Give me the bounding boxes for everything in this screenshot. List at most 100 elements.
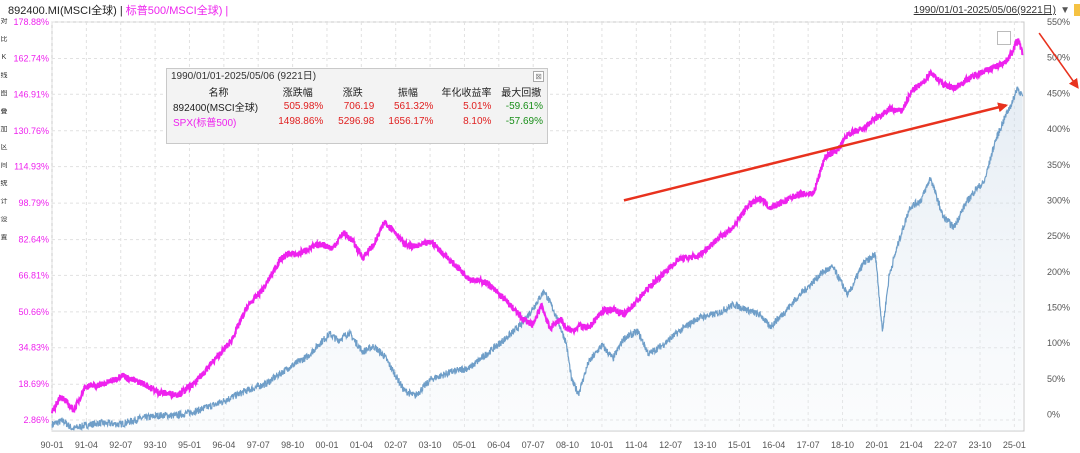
msci-series-line[interactable] [51, 85, 1024, 432]
y-right-tick-label: 150% [1047, 303, 1070, 313]
left-toolbar: 对比 K 线图叠加区间统计设置 [0, 0, 8, 453]
toolbar-button-9[interactable]: 统 [0, 180, 8, 187]
stats-caption: 1990/01/01-2025/05/06 (9221日) [171, 71, 317, 82]
x-tick-label: 11-04 [625, 440, 647, 450]
y-right-tick-label: 450% [1047, 88, 1070, 98]
y-left-tick-label: 2.86% [23, 415, 49, 425]
toolbar-button-3[interactable]: 线 [0, 72, 8, 79]
y-right-tick-label: 50% [1047, 374, 1065, 384]
x-tick-label: 92-07 [109, 440, 132, 450]
y-left-tick-label: 82.64% [18, 235, 49, 245]
x-tick-label: 18-10 [831, 440, 854, 450]
col-header-annual: 年化收益率 [441, 88, 492, 99]
y-right-tick-label: 100% [1047, 338, 1070, 348]
y-axis-left: 2.86% 18.69% 34.83% 50.66% 66.81% 82.64% 98.79… [13, 17, 49, 425]
row-annual: 8.10% [463, 116, 492, 127]
date-range-selector[interactable]: 1990/01/01-2025/05/06(9221日) [913, 5, 1056, 16]
header-trailing: | [222, 5, 229, 17]
col-header-chg-pct: 涨跌幅 [282, 88, 313, 99]
toolbar-button-11[interactable]: 设 [0, 216, 8, 223]
x-tick-label: 16-04 [762, 440, 785, 450]
series-title-msci[interactable]: 892400.MI(MSCI全球) [8, 5, 117, 17]
chart-header: 892400.MI(MSCI全球) | 标普500/MSCI全球) | [8, 2, 228, 20]
annotation-arrow [1038, 32, 1079, 89]
y-left-tick-label: 146.91% [13, 89, 49, 99]
y-left-tick-label: 18.69% [18, 379, 49, 389]
x-tick-label: 00-01 [315, 440, 338, 450]
y-left-tick-label: 50.66% [18, 307, 49, 317]
x-axis: 90-01 91-04 92-07 93-10 95-01 96-04 97-07 98-10… [40, 440, 1025, 450]
col-header-chg: 涨跌 [342, 88, 363, 99]
row-drawdown: -57.69% [505, 116, 543, 127]
y-right-tick-label: 200% [1047, 267, 1070, 277]
spx-series-line[interactable] [51, 37, 1024, 414]
msci-area-fill [52, 87, 1023, 432]
x-tick-label: 20-01 [865, 440, 888, 450]
x-tick-label: 98-10 [281, 440, 304, 450]
x-tick-label: 07-07 [522, 440, 545, 450]
x-tick-label: 12-07 [659, 440, 682, 450]
y-left-tick-label: 114.93% [14, 162, 49, 172]
y-right-tick-label: 300% [1047, 195, 1070, 205]
toolbar-button-5[interactable]: 叠 [0, 108, 8, 115]
x-tick-label: 90-01 [40, 440, 63, 450]
x-tick-label: 02-07 [384, 440, 407, 450]
y-left-tick-label: 178.88% [13, 17, 49, 27]
toolbar-button-6[interactable]: 加 [0, 126, 8, 133]
stats-table: 名称 涨跌幅 涨跌 振幅 年化收益率 最大回撤 892400(MSCI全球) 5… [169, 84, 547, 129]
table-row[interactable]: SPX(标普500) 1498.86% 5296.98 1656.17% 8.1… [169, 114, 547, 129]
series-title-spx[interactable]: 标普500/MSCI全球) [125, 5, 223, 17]
x-tick-label: 21-04 [900, 440, 923, 450]
row-drawdown: -59.61% [505, 101, 543, 112]
toolbar-button-2[interactable]: K [1, 54, 7, 61]
row-chg-pct: 1498.86% [278, 116, 324, 127]
row-chg: 706.19 [343, 101, 375, 112]
y-axis-right: 0% 50% 100% 150% 200% 250% 300% 350% 400% 450% 500… [1047, 17, 1070, 420]
row-chg: 5296.98 [338, 116, 375, 127]
row-name: SPX(标普500) [173, 118, 237, 129]
x-tick-label: 93-10 [144, 440, 167, 450]
row-amplitude: 1656.17% [388, 116, 434, 127]
annotation-arrows [623, 32, 1079, 202]
col-header-amplitude: 振幅 [397, 88, 418, 99]
toolbar-button-8[interactable]: 间 [0, 162, 8, 169]
x-tick-label: 97-07 [247, 440, 270, 450]
toolbar-button-1[interactable]: 比 [0, 36, 8, 43]
x-tick-label: 96-04 [212, 440, 235, 450]
toolbar-button-0[interactable]: 对 [0, 18, 8, 25]
toolbar-button-4[interactable]: 图 [0, 90, 8, 97]
y-right-tick-label: 550% [1047, 17, 1070, 27]
annotation-arrow [623, 102, 1009, 202]
y-right-tick-label: 250% [1047, 231, 1070, 241]
stats-panel: 1990/01/01-2025/05/06 (9221日) ⊠ 名称 涨跌幅 涨… [166, 68, 548, 144]
toolbar-button-12[interactable]: 置 [0, 234, 8, 241]
x-tick-label: 01-04 [350, 440, 373, 450]
header-separator: | [116, 5, 126, 17]
toolbar-button-10[interactable]: 计 [0, 198, 8, 205]
toolbar-button-7[interactable]: 区 [0, 144, 8, 151]
chevron-down-icon[interactable]: ▼ [1060, 5, 1070, 16]
x-tick-label: 91-04 [75, 440, 98, 450]
settings-icon[interactable] [1074, 4, 1080, 16]
y-right-tick-label: 500% [1047, 53, 1070, 63]
row-chg-pct: 505.98% [283, 101, 324, 112]
x-tick-label: 25-01 [1003, 440, 1026, 450]
y-left-tick-label: 34.83% [18, 343, 49, 353]
x-tick-label: 17-07 [797, 440, 820, 450]
y-left-tick-label: 66.81% [18, 270, 49, 280]
table-row[interactable]: 892400(MSCI全球) 505.98% 706.19 561.32% 5.… [169, 99, 547, 114]
y-right-tick-label: 350% [1047, 160, 1070, 170]
y-right-tick-label: 0% [1047, 410, 1060, 420]
x-tick-label: 13-10 [694, 440, 717, 450]
x-tick-label: 05-01 [453, 440, 476, 450]
x-tick-label: 23-10 [968, 440, 991, 450]
x-tick-label: 06-04 [487, 440, 510, 450]
row-annual: 5.01% [463, 101, 492, 112]
y-left-tick-label: 130.76% [13, 126, 49, 136]
col-header-drawdown: 最大回撤 [501, 88, 542, 99]
x-tick-label: 10-01 [590, 440, 613, 450]
zoom-toggle-icon[interactable] [997, 31, 1011, 45]
close-icon[interactable]: ⊠ [533, 71, 544, 82]
x-tick-label: 95-01 [178, 440, 201, 450]
y-right-tick-label: 400% [1047, 124, 1070, 134]
